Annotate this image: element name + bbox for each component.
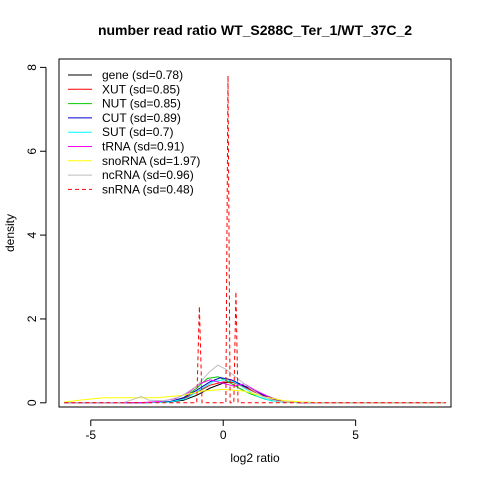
x-tick-label: 5 <box>352 428 359 442</box>
legend-label-3: CUT (sd=0.89) <box>102 111 181 125</box>
chart-title: number read ratio WT_S288C_Ter_1/WT_37C_… <box>98 22 412 38</box>
legend-label-4: SUT (sd=0.7) <box>102 125 173 139</box>
y-tick-label: 8 <box>25 64 39 71</box>
x-tick-label: 0 <box>220 428 227 442</box>
legend-label-0: gene (sd=0.78) <box>102 68 183 82</box>
series-line-7 <box>64 364 446 404</box>
series-line-6 <box>64 388 446 404</box>
legend-label-1: XUT (sd=0.85) <box>102 82 180 96</box>
legend-label-8: snRNA (sd=0.48) <box>102 182 194 196</box>
plot-area: -5 0 5 0 2 4 6 8 <box>25 64 446 442</box>
y-axis-label: density <box>3 214 17 252</box>
plot-frame <box>58 58 452 408</box>
series-line-1 <box>64 381 446 404</box>
legend-label-2: NUT (sd=0.85) <box>102 97 181 111</box>
legend-label-6: snoRNA (sd=1.97) <box>102 154 200 168</box>
y-tick-label: 4 <box>25 231 39 238</box>
legend-label-5: tRNA (sd=0.91) <box>102 140 184 154</box>
y-tick-label: 0 <box>25 399 39 406</box>
legend: gene (sd=0.78)XUT (sd=0.85)NUT (sd=0.85)… <box>68 68 200 196</box>
y-tick-label: 6 <box>25 148 39 155</box>
legend-label-7: ncRNA (sd=0.96) <box>102 168 194 182</box>
y-tick-label: 2 <box>25 315 39 322</box>
x-axis-label: log2 ratio <box>230 451 280 465</box>
series-line-8 <box>64 75 446 404</box>
x-tick-label: -5 <box>85 428 96 442</box>
